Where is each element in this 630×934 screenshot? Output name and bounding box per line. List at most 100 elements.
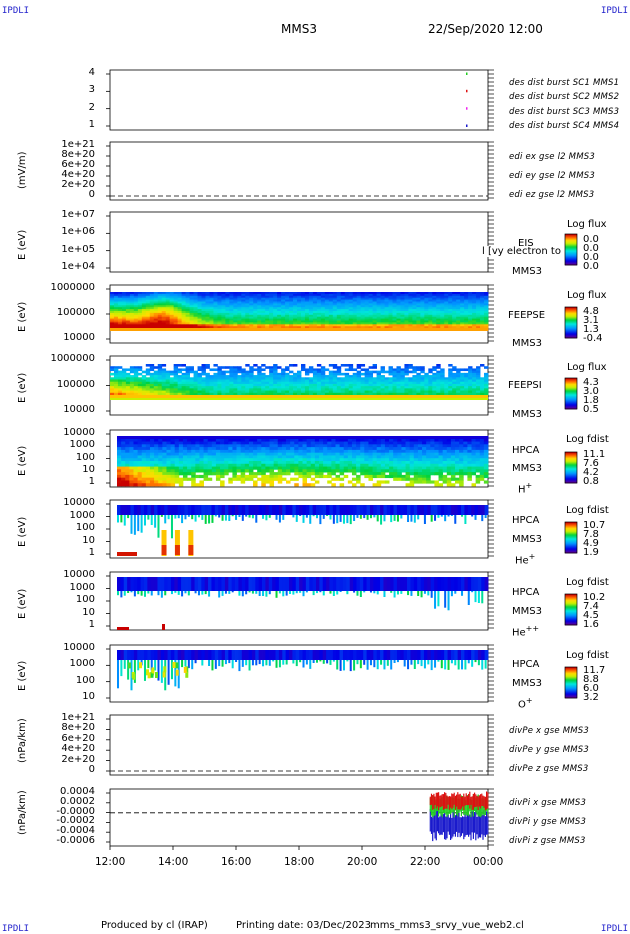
hpca-h-top-band <box>117 436 488 439</box>
instrument-feepse: FEEPSE <box>508 310 546 321</box>
colorbar-value-feepsi-2: 3.0 <box>583 386 599 397</box>
spacecraft-hpca-he: MMS3 <box>512 534 542 545</box>
eis-overlay-text: l [vy electron to <box>482 246 561 257</box>
ytick-burst-availability-3: 1 <box>88 119 95 130</box>
panel-frame-hpca-o <box>109 644 489 703</box>
ytick-hpca-h-4: 1 <box>88 476 95 487</box>
spacecraft-feepsi: MMS3 <box>512 409 542 420</box>
colorbar-feeps-ions <box>564 377 578 410</box>
colorbar-value-feepse-2: 3.1 <box>583 315 599 326</box>
xtick-label-5: 22:00 <box>410 856 441 868</box>
ylabel-hpca-hepp: E (eV) <box>17 588 28 619</box>
species-hpca-h: H+ <box>518 481 533 496</box>
corner-label-bottom-left: IPDLI <box>2 924 30 934</box>
feepse-spectrogram <box>110 292 489 331</box>
colorbar-value-feepsi-4: 0.5 <box>583 404 599 415</box>
ytick-hpca-h-1: 1000 <box>69 439 95 451</box>
ytick-feeps-electrons-2: 10000 <box>63 332 95 343</box>
xtick-label-6: 00:00 <box>473 856 504 868</box>
colorbar-title-feepsi: Log flux <box>567 362 607 373</box>
spacecraft-eis: MMS3 <box>512 266 542 277</box>
footer-printing-date: Printing date: 03/Dec/2023 <box>236 920 372 931</box>
ytick-feeps-ions-0: 1000000 <box>50 353 95 364</box>
ylabel-divpi: (nPa/km) <box>17 790 28 835</box>
colorbar-value-hpca-o-3: 6.0 <box>583 683 599 694</box>
colorbar-feeps-electrons <box>564 306 578 339</box>
ytick-eis-2: 1e+05 <box>61 243 95 255</box>
ytick-edi-electric-field-0: 1e+21 <box>61 139 95 150</box>
ytick-eis-3: 1e+04 <box>61 261 95 272</box>
ylabel-eis: E (eV) <box>17 229 28 260</box>
ytick-edi-electric-field-1: 8e+20 <box>61 149 95 160</box>
species-hpca-o: O+ <box>518 696 533 711</box>
colorbar-value-hpca-h-1: 11.1 <box>583 449 606 460</box>
colorbar-title-hpca-o: Log fdist <box>566 650 609 661</box>
ytick-burst-availability-1: 3 <box>88 84 95 96</box>
colorbar-hpca-h <box>564 451 578 484</box>
ylabel-hpca-h: E (eV) <box>17 445 28 476</box>
ytick-eis-1: 1e+06 <box>61 226 95 238</box>
legend-edi-ey: edi ey gse l2 MMS3 <box>509 171 595 181</box>
ytick-divpi-1: 0.0002 <box>60 795 95 807</box>
ytick-hpca-h-3: 10 <box>82 463 95 475</box>
ytick-hpca-hepp-0: 10000 <box>63 569 95 580</box>
colorbar-value-eis-1: 0.0 <box>583 234 599 245</box>
hpca-hepp-low-blob <box>117 627 129 630</box>
colorbar-value-feepsi-3: 1.8 <box>583 395 599 406</box>
legend-divpi-z: divPi z gse MMS3 <box>509 836 586 846</box>
ytick-edi-electric-field-4: 2e+20 <box>61 179 95 190</box>
ytick-eis-0: 1e+07 <box>61 209 95 220</box>
legend-burst-sc2: des dist burst SC2 MMS2 <box>509 92 620 102</box>
right-edge-ticks <box>488 355 494 413</box>
ytick-edi-electric-field-5: 0 <box>88 189 95 200</box>
xtick-label-1: 14:00 <box>158 856 189 868</box>
panel-frame-divpe <box>109 714 489 776</box>
ylabel-hpca-he: E (eV) <box>17 516 28 547</box>
panel-frame-edi-electric-field <box>109 141 489 201</box>
ytick-edi-electric-field-2: 6e+20 <box>61 159 95 170</box>
ytick-divpi-5: -0.0006 <box>56 835 95 846</box>
ytick-feeps-electrons-0: 1000000 <box>50 282 95 293</box>
hpca-hepp-low-blob-2 <box>162 624 165 630</box>
corner-label-bottom-right: IPDLI <box>601 924 629 934</box>
right-edge-ticks <box>488 499 494 557</box>
ytick-edi-electric-field-3: 4e+20 <box>61 169 95 180</box>
ytick-hpca-o-0: 10000 <box>63 642 95 653</box>
colorbar-value-hpca-o-4: 3.2 <box>583 692 599 703</box>
right-edge-ticks <box>488 429 494 487</box>
legend-divpe-y: divPe y gse MMS3 <box>509 745 590 755</box>
ytick-burst-availability-0: 4 <box>88 67 95 78</box>
colorbar-value-hpca-o-2: 8.8 <box>583 674 599 685</box>
spacecraft-hpca-hepp: MMS3 <box>512 606 542 617</box>
ytick-hpca-hepp-3: 10 <box>82 606 95 618</box>
instrument-eis: EIS <box>518 238 534 249</box>
colorbar-value-hpca-hepp-2: 7.4 <box>583 601 599 612</box>
right-edge-ticks <box>488 284 494 342</box>
colorbar-value-feepse-1: 4.8 <box>583 306 599 317</box>
ylabel-divpe: (nPa/km) <box>17 718 28 763</box>
colorbar-value-hpca-he-3: 4.9 <box>583 538 599 549</box>
ytick-hpca-hepp-2: 100 <box>75 594 95 605</box>
colorbar-value-hpca-he-4: 1.9 <box>583 547 599 558</box>
colorbar-value-feepse-3: 1.3 <box>583 324 599 335</box>
species-hpca-he: He+ <box>515 552 536 567</box>
date-title: 22/Sep/2020 12:00 <box>428 22 543 36</box>
xtick-label-4: 20:00 <box>347 856 378 868</box>
ytick-divpi-2: -0.0000 <box>56 805 95 817</box>
legend-divpe-z: divPe z gse MMS3 <box>509 764 589 774</box>
panel-frame-burst-availability <box>109 69 489 131</box>
xtick-label-0: 12:00 <box>95 856 126 868</box>
xtick-label-3: 18:00 <box>284 856 315 868</box>
colorbar-title-hpca-hepp: Log fdist <box>566 577 609 588</box>
colorbar-value-hpca-he-2: 7.8 <box>583 529 599 540</box>
feepse-low-energy-band <box>110 328 488 331</box>
panel-frame-eis <box>109 211 489 273</box>
ytick-hpca-h-0: 10000 <box>63 427 95 438</box>
colorbar-value-feepse-4: -0.4 <box>583 333 603 344</box>
ytick-feeps-ions-1: 100000 <box>56 378 95 390</box>
ytick-divpe-4: 2e+20 <box>61 753 95 765</box>
right-edge-ticks <box>488 714 494 776</box>
hpca-hepp-spectrogram <box>117 577 489 630</box>
divpi-series-x <box>429 791 489 811</box>
ytick-hpca-he-2: 100 <box>75 522 95 533</box>
